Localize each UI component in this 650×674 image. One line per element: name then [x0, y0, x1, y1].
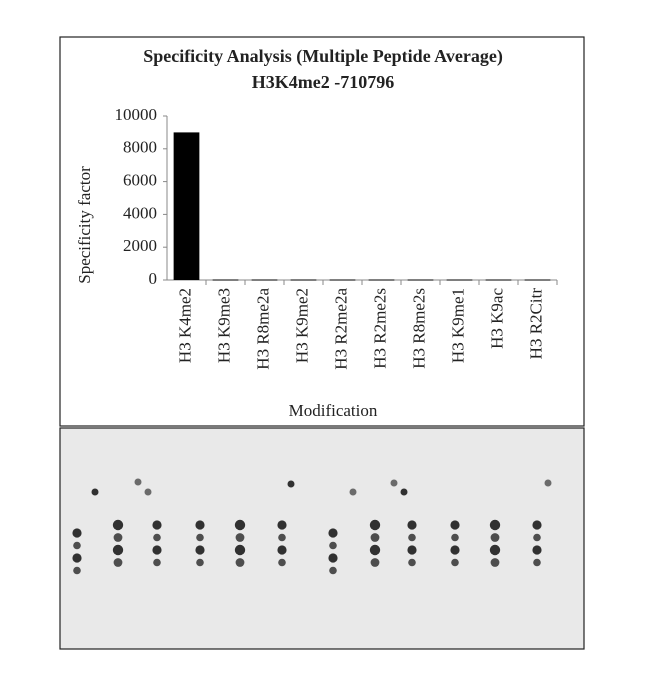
- blot-dot: [329, 566, 337, 575]
- chart-frame: [59, 36, 585, 427]
- y-tick-label: 2000: [123, 236, 157, 255]
- y-tick-label: 8000: [123, 138, 157, 157]
- x-tick-label: H3 K9ac: [487, 288, 506, 349]
- bar: [485, 279, 512, 281]
- blot-dot: [113, 558, 123, 567]
- y-tick-label: 0: [149, 269, 158, 288]
- blot-dot: [112, 519, 124, 531]
- blot-dot: [277, 520, 287, 530]
- blot-dot: [73, 541, 81, 550]
- blot-dot: [287, 480, 295, 488]
- blot-dot: [532, 545, 542, 555]
- chart-title: Specificity Analysis (Multiple Peptide A…: [143, 46, 503, 67]
- blot-dot: [278, 533, 286, 542]
- bar: [524, 279, 551, 281]
- x-tick-label: H3 R2me2a: [331, 288, 350, 370]
- y-tick-label: 6000: [123, 171, 157, 190]
- blot-dot: [278, 558, 286, 567]
- blot-dot: [72, 528, 82, 538]
- blot-dot: [533, 558, 541, 567]
- blot-dot: [91, 488, 99, 496]
- blot-dots: [72, 478, 552, 575]
- blot-dot: [532, 520, 542, 530]
- x-tick-label: H3 R2Citr: [526, 288, 545, 360]
- blot-dot: [490, 558, 500, 567]
- chart-subtitle: H3K4me2 -710796: [252, 72, 394, 92]
- bar: [446, 279, 473, 281]
- x-tick-label: H3 K4me2: [175, 288, 194, 363]
- bar: [173, 132, 200, 280]
- blot-dot: [329, 541, 337, 550]
- bar: [212, 279, 239, 281]
- blot-dot: [408, 558, 416, 567]
- blot-dot: [489, 544, 501, 556]
- blot-dot: [370, 533, 380, 542]
- blot-dot: [450, 545, 460, 555]
- blot-dot: [370, 558, 380, 567]
- blot-dot: [235, 533, 245, 542]
- bar: [290, 279, 317, 281]
- blot-dot: [234, 519, 246, 531]
- blot-dot: [533, 533, 541, 542]
- blot-dot: [235, 558, 245, 567]
- blot-dot: [195, 520, 205, 530]
- y-tick-label: 4000: [123, 203, 157, 222]
- blot-dot: [152, 545, 162, 555]
- bar: [368, 279, 395, 281]
- blot-dot: [134, 478, 142, 486]
- blot-dot: [369, 519, 381, 531]
- blot-dot: [196, 533, 204, 542]
- blot-dot: [450, 520, 460, 530]
- blot-dot: [407, 520, 417, 530]
- blot-dot: [153, 558, 161, 567]
- blot-dot: [544, 479, 552, 487]
- blot-dot: [196, 558, 204, 567]
- blot-dot: [73, 566, 81, 575]
- x-tick-label: H3 R8me2a: [253, 288, 272, 370]
- blot-dot: [490, 533, 500, 542]
- blot-dot: [144, 488, 152, 496]
- blot-dot: [234, 544, 246, 556]
- blot-dot: [408, 533, 416, 542]
- y-tick-label: 10000: [115, 105, 158, 124]
- x-tick-label: H3 K9me2: [292, 288, 311, 363]
- y-axis-label: Specificity factor: [75, 166, 94, 284]
- blot-dot: [328, 528, 338, 538]
- blot-dot: [328, 553, 338, 563]
- blot-dot: [451, 558, 459, 567]
- blot-dot: [195, 545, 205, 555]
- blot-dot: [113, 533, 123, 542]
- blot-dot: [153, 533, 161, 542]
- blot-dot: [390, 479, 398, 487]
- bar: [251, 279, 278, 281]
- blot-dot: [72, 553, 82, 563]
- blot-dot: [112, 544, 124, 556]
- blot-dot: [400, 488, 408, 496]
- blot-dot: [489, 519, 501, 531]
- blot-dot: [451, 533, 459, 542]
- blot-image: [59, 427, 585, 650]
- blot-dot: [152, 520, 162, 530]
- x-tick-label: H3 K9me3: [214, 288, 233, 363]
- x-axis-label: Modification: [289, 401, 378, 420]
- x-tick-label: H3 R2me2s: [370, 288, 389, 369]
- bar: [407, 279, 434, 281]
- blot-dot: [407, 545, 417, 555]
- x-tick-label: H3 K9me1: [448, 288, 467, 363]
- blot-dot: [277, 545, 287, 555]
- blot-dot: [349, 488, 357, 496]
- blot-dot: [369, 544, 381, 556]
- x-tick-label: H3 R8me2s: [409, 288, 428, 369]
- bar: [329, 279, 356, 281]
